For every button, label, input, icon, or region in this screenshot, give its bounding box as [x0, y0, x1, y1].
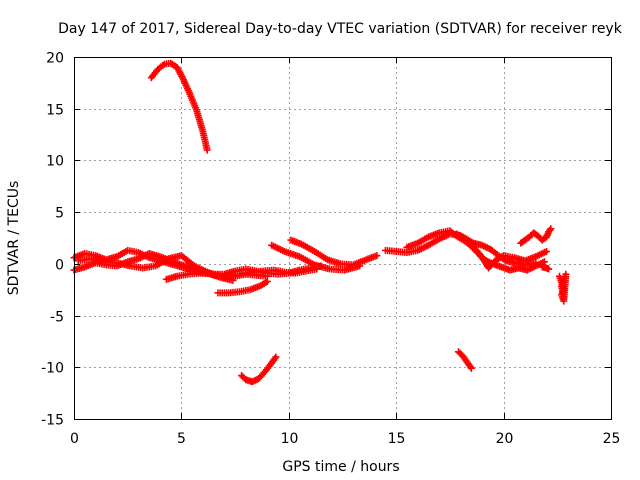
axis-ticks: 0 5 10 15 20 25 -15 -10 -5 0 5 10 15 20 [41, 51, 620, 448]
data-point [560, 293, 568, 301]
data-point [547, 225, 555, 233]
data-point [203, 146, 211, 154]
series-arc-low-dip [238, 353, 280, 386]
y-tick-label: 5 [55, 206, 64, 222]
data-point [532, 259, 540, 267]
series-band-lower [162, 265, 321, 283]
y-tick-label: 0 [55, 258, 64, 274]
data-point [272, 353, 280, 361]
y-axis-label: SDTVAR / TECUs [6, 181, 22, 296]
data-point [313, 265, 321, 273]
series-arc-rising-late [287, 236, 381, 269]
plot-frame [74, 57, 612, 420]
series-arc-near-zero-b [268, 241, 364, 274]
y-tick-label: 20 [46, 51, 64, 67]
series-band-late-3 [452, 230, 540, 269]
y-tick-label: 15 [46, 103, 64, 119]
data-point [356, 262, 364, 270]
series-arc-negative-mid [214, 277, 271, 297]
x-tick-label: 5 [177, 431, 186, 447]
plot-area [70, 59, 570, 386]
series-arc-late-drop [538, 263, 553, 273]
series-band-early-3 [74, 252, 237, 284]
data-point [543, 247, 551, 255]
series-arc-end-cluster [555, 270, 570, 305]
x-tick-label: 10 [281, 431, 299, 447]
data-point [467, 364, 475, 372]
series-arc-late-short [517, 225, 555, 247]
series-arc-high-peak [147, 59, 211, 154]
y-tick-label: -15 [41, 413, 64, 429]
chart-title: Day 147 of 2017, Sidereal Day-to-day VTE… [58, 21, 623, 37]
data-point [317, 262, 325, 270]
x-axis-label: GPS time / hours [282, 459, 399, 475]
x-tick-label: 15 [388, 431, 406, 447]
x-tick-label: 20 [496, 431, 514, 447]
data-point [373, 252, 381, 260]
x-tick-label: 0 [70, 431, 79, 447]
data-point [545, 265, 553, 273]
y-tick-label: -10 [41, 361, 64, 377]
grid [74, 57, 611, 419]
series-arc-short-dip [454, 348, 475, 372]
y-tick-label: -5 [50, 310, 64, 326]
y-tick-label: 10 [46, 154, 64, 170]
x-tick-label: 25 [603, 431, 621, 447]
